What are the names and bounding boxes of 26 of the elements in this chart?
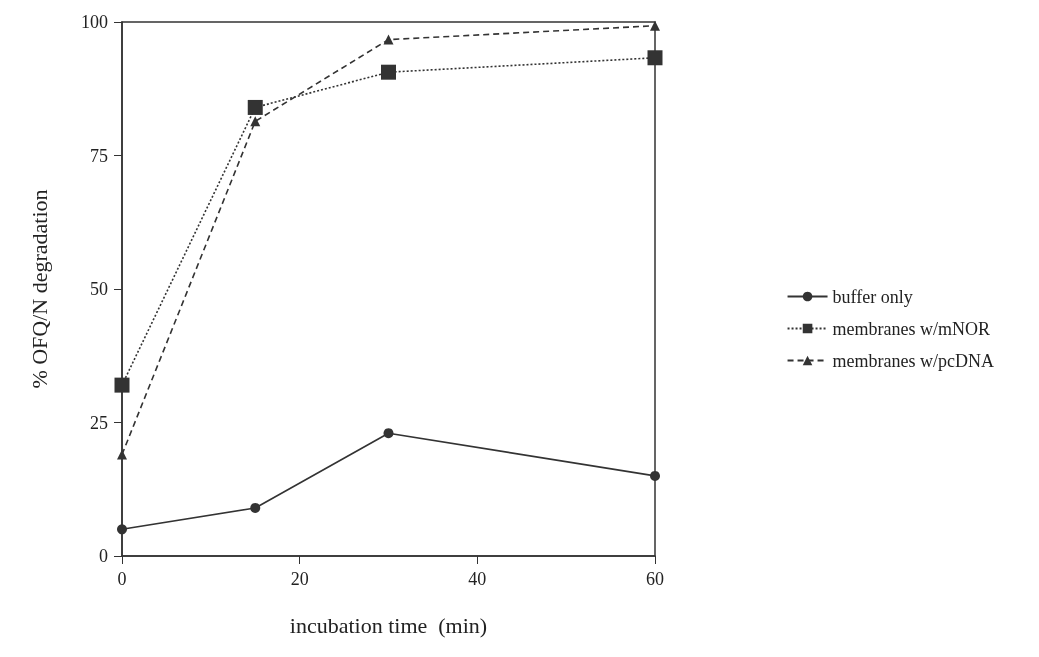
y-tick-label: 75 (90, 145, 108, 166)
point (650, 20, 660, 31)
y-tick-label: 100 (81, 12, 108, 32)
legend-label: membranes w/pcDNA (832, 350, 995, 371)
x-tick-label: 20 (290, 569, 309, 589)
point (381, 64, 396, 80)
legend-label: membranes w/mNOR (832, 318, 991, 339)
x-tick-label: 40 (468, 569, 487, 589)
point (250, 502, 261, 513)
y-tick-label: 0 (99, 546, 108, 566)
y-axis-title: % OFQ/N degradation (26, 189, 52, 389)
point (383, 428, 394, 439)
point (250, 116, 261, 127)
point (117, 449, 127, 460)
point (117, 524, 127, 535)
point (114, 377, 130, 393)
point (383, 34, 394, 45)
point (650, 470, 660, 481)
y-tick-label: 25 (90, 412, 108, 433)
y-tick-label: 50 (90, 279, 108, 299)
point (247, 99, 263, 115)
x-axis-title: incubation time (min) (289, 612, 488, 638)
x-tick-label: 0 (117, 569, 127, 589)
x-tick-label: 60 (646, 569, 664, 589)
legend-label: buffer only (832, 286, 913, 307)
point (647, 50, 663, 66)
